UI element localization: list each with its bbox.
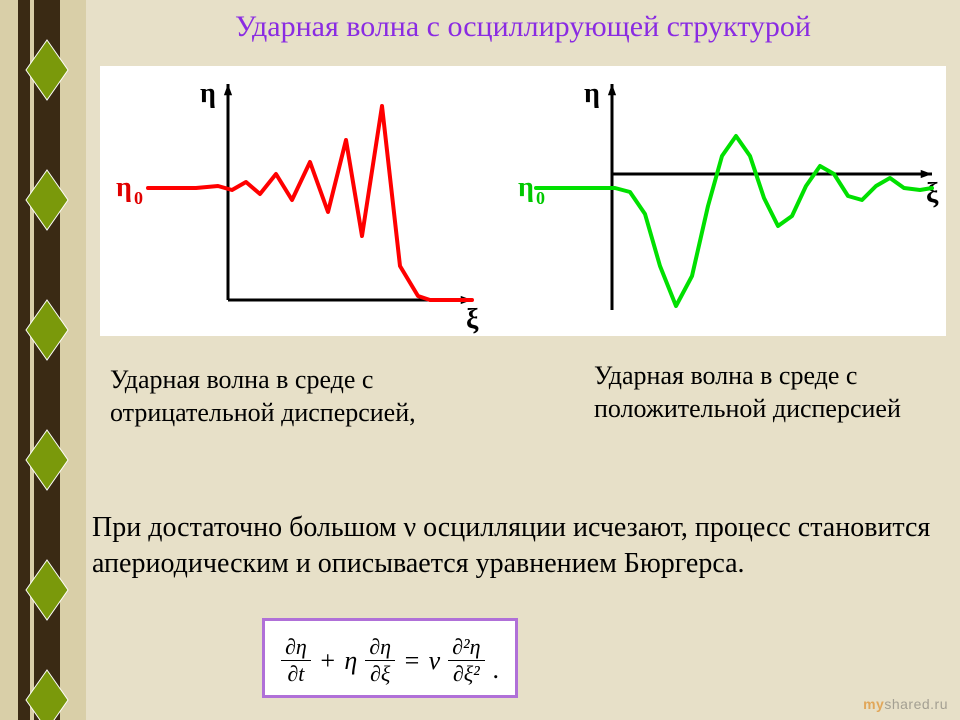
sidebar-decoration [0, 0, 86, 720]
eq-term2-den: ∂ξ [366, 663, 394, 685]
eq-equals: = [403, 646, 421, 676]
eq-term3-num: ∂²η [448, 636, 484, 658]
svg-text:η: η [518, 172, 534, 203]
eq-nu: ν [429, 646, 441, 676]
eq-term2-num: ∂η [365, 636, 395, 658]
nu-symbol: ν [403, 512, 416, 543]
eq-dot: . [493, 655, 500, 685]
content-area: Ударная волна с осциллирующей структурой… [86, 0, 960, 720]
caption-left: Ударная волна в среде с отрицательной ди… [110, 364, 470, 429]
slide: Ударная волна с осциллирующей структурой… [0, 0, 960, 720]
page-title: Ударная волна с осциллирующей структурой [86, 10, 960, 44]
eq-term1-den: ∂t [283, 663, 308, 685]
svg-text:η: η [116, 172, 132, 203]
body-paragraph: При достаточно большом ν осцилляции исче… [92, 510, 932, 583]
eq-term1-num: ∂η [281, 636, 311, 658]
caption-right: Ударная волна в среде с положительной ди… [594, 360, 914, 425]
svg-text:ξ: ξ [466, 304, 479, 335]
burgers-equation: ∂η ∂t + η ∂η ∂ξ = ν ∂²η ∂ξ² . [262, 618, 518, 698]
eq-term3-den: ∂ξ² [449, 663, 484, 685]
watermark-my: my [863, 696, 884, 712]
plots-panel: ηξη0 ηξη0 [100, 66, 946, 336]
svg-text:η: η [200, 78, 216, 109]
svg-text:η: η [584, 78, 600, 109]
eq-plus: + [319, 646, 337, 676]
body-prefix: При достаточно большом [92, 512, 403, 543]
eq-eta-coef: η [344, 646, 357, 676]
svg-text:0: 0 [536, 188, 545, 208]
watermark-rest: shared.ru [884, 696, 948, 712]
svg-text:ξ: ξ [926, 178, 939, 209]
svg-text:0: 0 [134, 188, 143, 208]
watermark: myshared.ru [863, 696, 948, 712]
